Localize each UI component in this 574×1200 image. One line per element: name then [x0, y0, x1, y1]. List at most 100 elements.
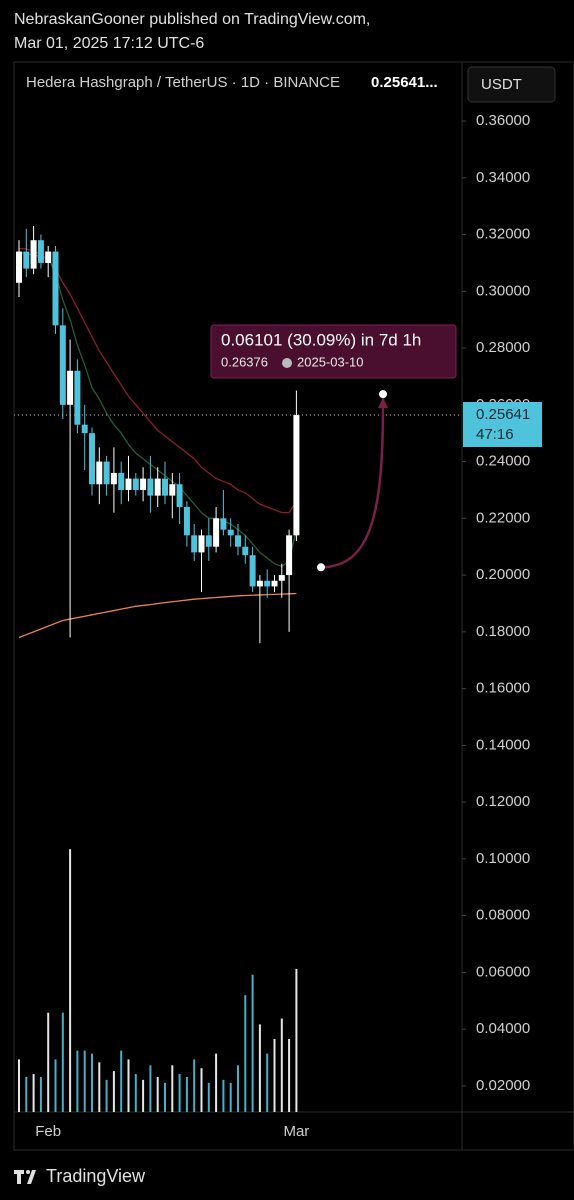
candle-body: [213, 518, 220, 547]
arrow-head: [378, 397, 388, 409]
candle-body: [67, 370, 74, 405]
candle-body: [103, 461, 110, 485]
x-tick-label: Mar: [283, 1123, 309, 1140]
candle-body: [37, 240, 44, 263]
candle-body: [30, 240, 37, 269]
published-date: Mar 01, 2025 17:12 UTC-6: [14, 35, 204, 52]
volume-bar: [112, 1071, 115, 1112]
volume-bar: [32, 1074, 35, 1112]
y-tick-label: 0.02000: [476, 1077, 530, 1094]
candle-body: [154, 478, 161, 496]
candle-body: [162, 478, 168, 496]
y-tick-label: 0.22000: [476, 509, 530, 526]
volume-bar: [61, 1012, 64, 1112]
y-tick-label: 0.24000: [476, 453, 530, 470]
logo-icon: [14, 1170, 36, 1184]
measure-end: [379, 390, 387, 399]
volume-bar: [47, 1012, 50, 1112]
volume-bar: [280, 1018, 283, 1112]
y-tick-label: 0.14000: [476, 736, 530, 753]
y-tick-label: 0.20000: [476, 566, 530, 583]
last-price-tag: [463, 401, 542, 447]
volume-bar: [273, 1039, 276, 1112]
volume-bar: [120, 1050, 123, 1112]
y-tick-label: 0.36000: [476, 112, 530, 129]
plot: 0.06101 (30.09%) in 7d 1h 0.26376 2025-03-…: [14, 120, 466, 1112]
measure-box: [210, 324, 457, 379]
candle-body: [110, 472, 117, 485]
candle-body: [132, 478, 139, 490]
y-tick-label: 0.34000: [476, 169, 530, 186]
volume-bar: [295, 968, 298, 1112]
volume-bar: [244, 995, 247, 1112]
volume-bar: [222, 1079, 225, 1112]
candle-body: [227, 529, 234, 536]
volume-bar: [164, 1082, 166, 1112]
moving-average: [19, 248, 297, 514]
volume-bar: [207, 1082, 210, 1112]
measure-change: 0.06101 (30.09%) in 7d 1h: [221, 330, 421, 349]
candle-body: [183, 506, 190, 536]
y-tick-label: 0.10000: [476, 850, 530, 867]
candle-body: [169, 484, 176, 496]
candle-body: [74, 370, 81, 425]
y-tick-label: 0.28000: [476, 339, 530, 356]
candle-body: [249, 555, 256, 587]
y-tick-label: 0.04000: [476, 1020, 530, 1037]
volume-bar: [134, 1074, 137, 1112]
chart-title: Hedera Hashgraph / TetherUS · 1D · BINAN…: [26, 74, 340, 91]
volume-bar: [185, 1076, 188, 1112]
measure-date: 2025-03-10: [297, 354, 364, 369]
measure-arrow: [320, 404, 385, 569]
measure-target: 0.26376: [221, 354, 268, 369]
x-tick-label: Feb: [35, 1123, 61, 1140]
publisher: NebraskanGooner published on TradingView…: [14, 11, 370, 28]
volume-bar: [91, 1053, 93, 1112]
candle-body: [118, 472, 125, 490]
candle-body: [293, 414, 300, 536]
candle-body: [45, 251, 52, 263]
candle-body: [191, 535, 198, 553]
candle-body: [264, 580, 271, 587]
volume-bar: [127, 1059, 130, 1112]
moving-average: [18, 592, 297, 639]
volume-bar: [171, 1065, 174, 1112]
volume-bar: [229, 1082, 232, 1112]
candle-body: [147, 478, 154, 496]
volume-bar: [76, 1050, 79, 1112]
y-tick-label: 0.32000: [476, 226, 530, 243]
candle-body: [23, 251, 30, 269]
candle-body: [52, 251, 59, 326]
volume-bar: [178, 1074, 181, 1112]
volume-bar: [105, 1079, 108, 1112]
candle-body: [256, 580, 263, 587]
volume-bar: [200, 1068, 203, 1112]
candle-body: [81, 424, 88, 434]
candle-body: [205, 535, 212, 547]
logo: [14, 1170, 36, 1184]
volume-bar: [69, 849, 72, 1112]
y-tick-label: 0.18000: [476, 623, 530, 640]
logo-icon: [26, 1170, 30, 1174]
y-tick-label: 0.06000: [476, 963, 530, 980]
volume-bar: [54, 1059, 57, 1112]
volume-bar: [39, 1076, 42, 1112]
volume-bar: [288, 1039, 291, 1112]
y-tick-label: 0.30000: [476, 282, 530, 299]
y-tick-label: 0.08000: [476, 907, 530, 924]
volume-bar: [142, 1079, 145, 1112]
candle-body: [89, 433, 95, 485]
volume-bar: [149, 1065, 152, 1112]
candle-body: [286, 535, 293, 576]
currency-button[interactable]: [467, 66, 556, 103]
volume-bar: [25, 1076, 28, 1112]
candle-body: [198, 535, 205, 553]
clock-icon: [282, 358, 292, 368]
candle-body: [242, 546, 249, 556]
currency[interactable]: USDT: [481, 76, 522, 93]
volume-bar: [251, 974, 254, 1112]
candle-body: [271, 580, 278, 587]
candle-body: [140, 478, 147, 490]
